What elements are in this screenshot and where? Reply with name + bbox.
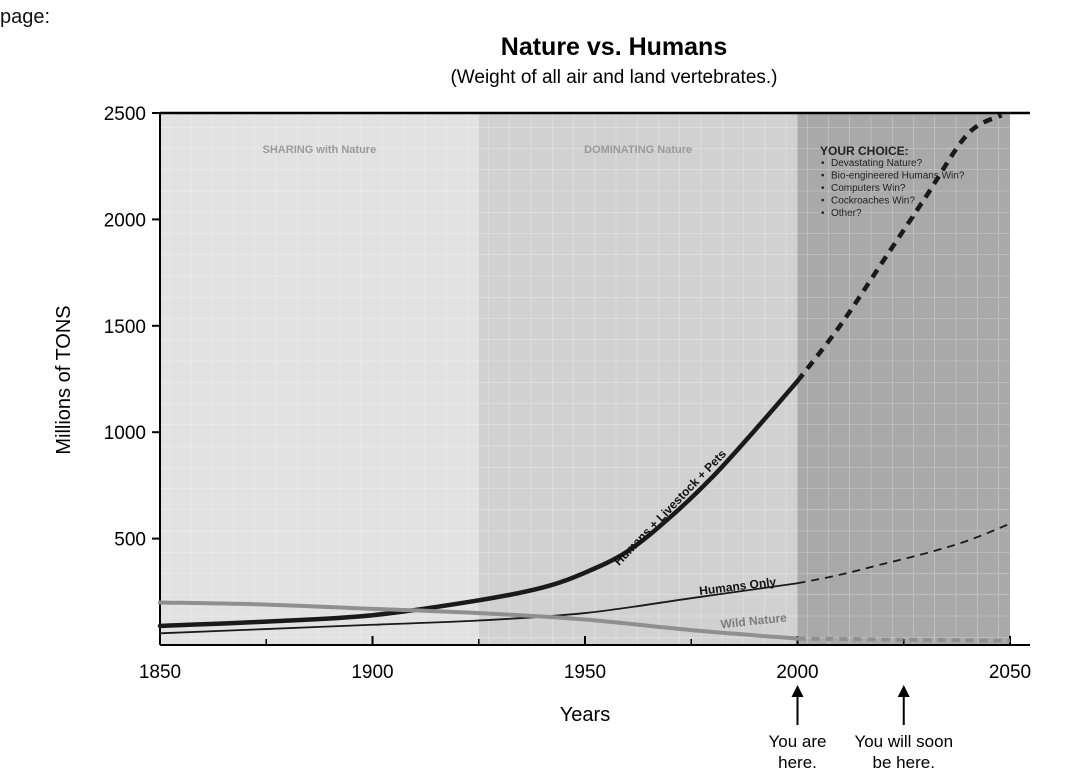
choice-item: Bio-engineered Humans Win? — [831, 171, 965, 182]
choice-bullet: • — [821, 183, 825, 194]
choice-item: Cockroaches Win? — [831, 196, 915, 207]
y-tick-label: 500 — [114, 530, 146, 551]
x-tick-label: 2050 — [989, 662, 1031, 683]
series-humans-only-line — [159, 582, 799, 635]
choice-bullet: • — [821, 208, 825, 219]
your-choice-heading: YOUR CHOICE: — [820, 144, 909, 158]
choice-item: Devastating Nature? — [831, 158, 923, 169]
era-label: DOMINATING Nature — [584, 144, 692, 156]
annotation-text: be here. — [873, 753, 935, 772]
choice-bullet: • — [821, 158, 825, 169]
era-label: SHARING with Nature — [263, 144, 377, 156]
x-tick-label: 1950 — [564, 662, 606, 683]
grid — [160, 113, 1010, 645]
annotation-text: here. — [778, 753, 817, 772]
choice-bullet: • — [821, 196, 825, 207]
chart-title: Nature vs. Humans — [501, 33, 727, 61]
y-axis-label: Millions of TONS — [53, 305, 75, 454]
series-humans-livestock-pets-projection — [795, 113, 1003, 383]
choice-item: Computers Win? — [831, 183, 906, 194]
x-tick-label: 1900 — [351, 662, 393, 683]
y-tick-label: 2000 — [104, 210, 146, 231]
series-label: Wild Nature — [720, 610, 788, 631]
annotation-text: You are — [769, 732, 827, 751]
series-wild-nature-projection — [797, 636, 1011, 643]
y-tick-label: 1000 — [104, 423, 146, 444]
corner-label: page: — [0, 6, 51, 28]
annotation-text: You will soon — [854, 732, 953, 751]
your-choice-box: YOUR CHOICE: • Devastating Nature? • Bio-en… — [820, 144, 965, 219]
x-tick-label: 1850 — [139, 662, 181, 683]
choice-item: Other? — [831, 208, 862, 219]
x-axis-label: Years — [560, 704, 610, 726]
series-humans-livestock-pets-line — [157, 378, 800, 629]
y-tick-label: 2500 — [104, 104, 146, 125]
chart-subtitle: (Weight of all air and land vertebrates.… — [450, 67, 777, 88]
choice-bullet: • — [821, 171, 825, 182]
arrow-up-icon — [791, 685, 804, 697]
x-tick-label: 2000 — [776, 662, 818, 683]
arrow-up-icon — [897, 685, 910, 697]
series-wild-nature-line — [158, 600, 800, 641]
y-tick-label: 1500 — [104, 317, 146, 338]
